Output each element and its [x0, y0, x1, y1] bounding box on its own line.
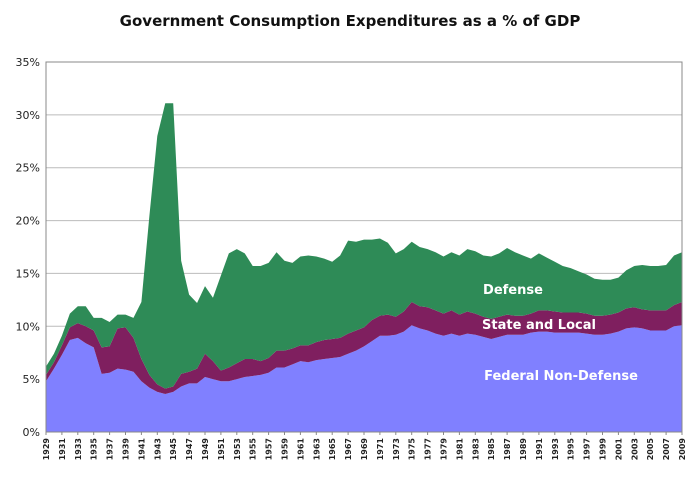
y-tick-label: 25%: [16, 162, 40, 175]
x-tick-label: 2009: [678, 438, 687, 461]
x-tick-label: 1945: [169, 438, 178, 461]
x-tick-label: 1975: [408, 438, 417, 461]
x-tick-label: 1941: [137, 438, 146, 461]
y-tick-label: 20%: [16, 215, 40, 228]
x-tick-label: 1987: [503, 438, 512, 460]
x-tick-label: 1931: [58, 438, 67, 461]
area-federal-non-defense: [46, 325, 682, 432]
y-axis-ticks: 0% 5% 10% 15% 20% 25% 30% 35%: [16, 56, 40, 439]
x-tick-label: 1947: [185, 438, 194, 460]
x-tick-label: 2007: [662, 438, 671, 460]
x-tick-label: 1935: [90, 438, 99, 461]
x-tick-label: 1953: [233, 438, 242, 460]
x-tick-label: 1933: [74, 438, 83, 460]
area-state-and-local: [46, 301, 682, 394]
x-tick-label: 1985: [487, 438, 496, 461]
y-tick-label: 15%: [16, 267, 40, 280]
y-tick-label: 30%: [16, 109, 40, 122]
x-tick-label: 1989: [519, 438, 528, 461]
x-tick-label: 1993: [551, 438, 560, 460]
x-tick-label: 1981: [455, 438, 464, 461]
y-tick-label: 10%: [16, 320, 40, 333]
x-tick-label: 1995: [567, 438, 576, 461]
x-tick-label: 1963: [312, 438, 321, 460]
x-tick-label: 1999: [599, 438, 608, 461]
x-tick-label: 1955: [249, 438, 258, 461]
x-tick-label: 1973: [392, 438, 401, 460]
x-tick-label: 1943: [153, 438, 162, 460]
x-tick-label: 1969: [360, 438, 369, 461]
x-tick-label: 1977: [424, 438, 433, 460]
x-tick-label: 2001: [614, 438, 623, 461]
series-label-federal-non-defense: Federal Non-Defense: [484, 369, 638, 384]
y-tick-label: 5%: [23, 373, 40, 386]
x-tick-label: 1957: [265, 438, 274, 460]
x-tick-label: 1939: [122, 438, 131, 461]
x-tick-label: 1961: [296, 438, 305, 461]
chart-title: Government Consumption Expenditures as a…: [119, 12, 581, 30]
x-tick-label: 1959: [281, 438, 290, 461]
area-layer: [46, 103, 682, 432]
x-tick-label: 1997: [583, 438, 592, 460]
y-tick-label: 35%: [16, 56, 40, 69]
x-tick-label: 1991: [535, 438, 544, 461]
series-label-defense: Defense: [483, 283, 543, 298]
x-tick-label: 1971: [376, 438, 385, 461]
x-tick-label: 2003: [630, 438, 639, 460]
x-tick-label: 1951: [217, 438, 226, 461]
x-tick-label: 1965: [328, 438, 337, 461]
x-tick-label: 2005: [646, 438, 655, 461]
x-tick-label: 1979: [440, 438, 449, 461]
x-tick-label: 1937: [106, 438, 115, 460]
x-tick-label: 1949: [201, 438, 210, 461]
x-axis-ticks: 1929 1931 1933 1935 1937 1939 1941 1943 1945 1947…: [42, 432, 687, 460]
series-label-state-and-local: State and Local: [482, 318, 596, 333]
area-defense: [46, 103, 682, 389]
series-labels: Defense State and Local Federal Non-Defe…: [482, 283, 638, 384]
x-tick-label: 1929: [42, 438, 51, 461]
y-tick-label: 0%: [23, 426, 40, 439]
x-tick-label: 1983: [471, 438, 480, 460]
x-tick-label: 1967: [344, 438, 353, 460]
